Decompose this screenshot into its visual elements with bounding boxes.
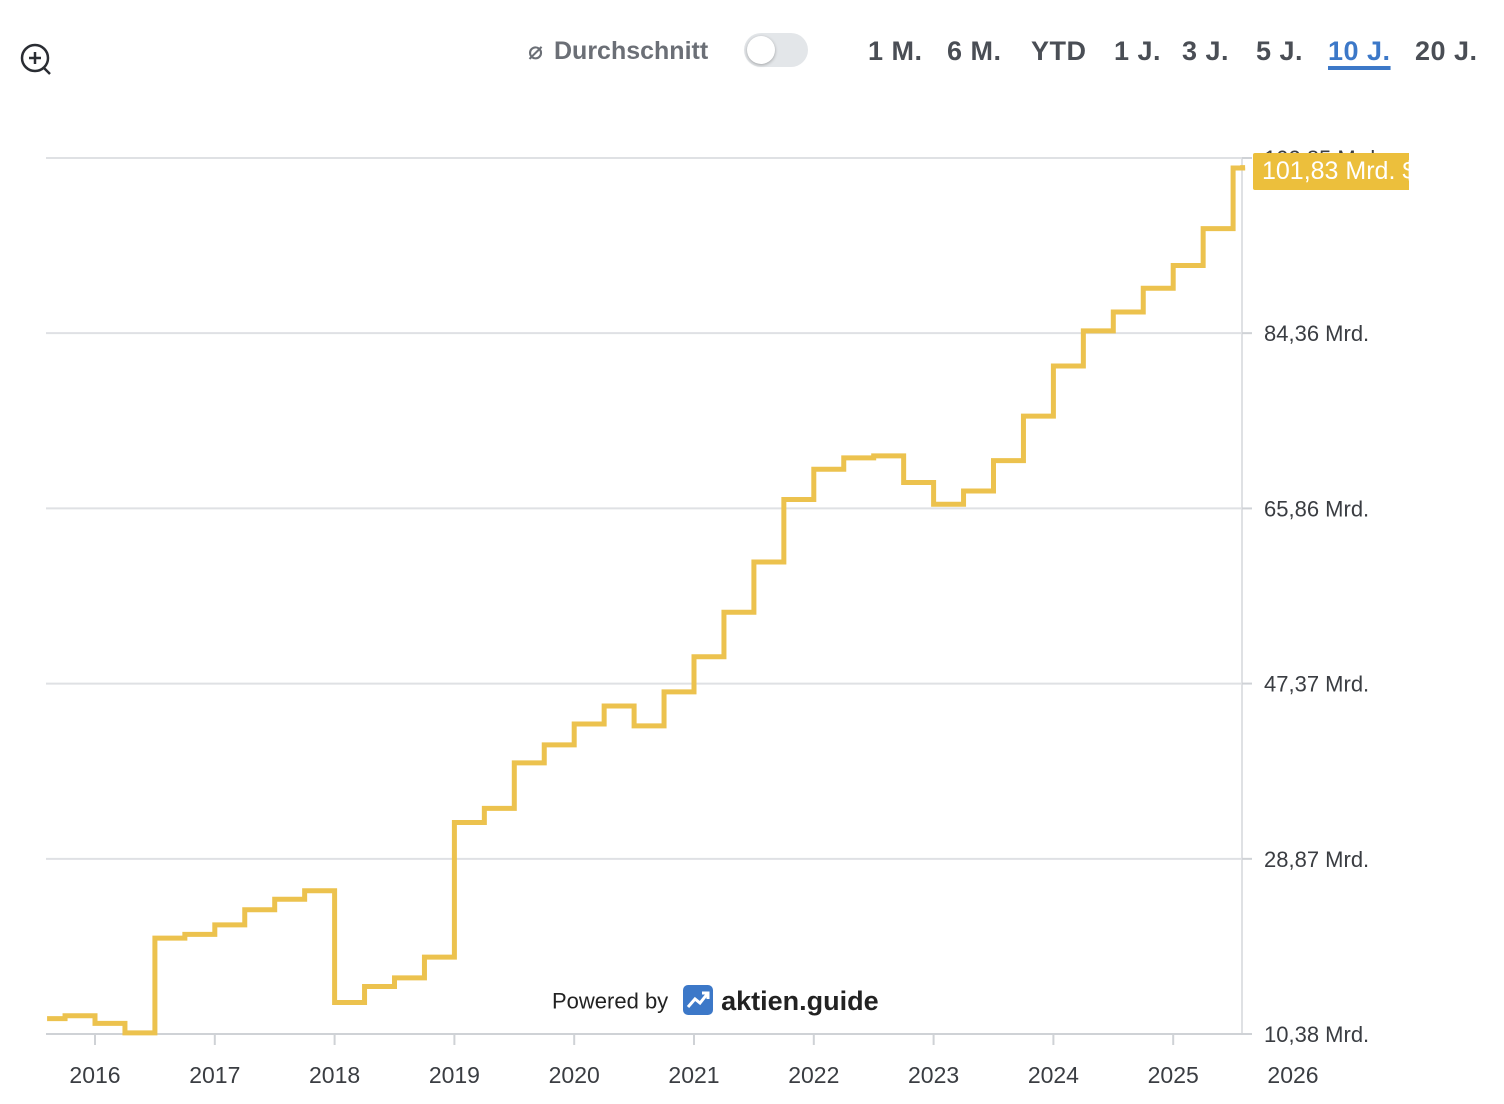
y-axis-ticks: 10,38 Mrd. 28,87 Mrd. 47,37 Mrd. 65,86 Mrd.…	[1242, 146, 1381, 1047]
x-tick-label: 2020	[549, 1062, 600, 1088]
series-line	[47, 165, 1246, 1036]
brand-name: aktien.guide	[721, 986, 879, 1016]
chart-toolbar: ⌀ Durchschnitt 1 M. 6 M. YTD 1 J. 3 J. 5 …	[528, 30, 1504, 80]
range-1m-button[interactable]: 1 M.	[868, 36, 923, 66]
x-tick-label: 2024	[1028, 1062, 1079, 1088]
y-tick-label: 84,36 Mrd.	[1264, 321, 1369, 346]
zoom-in-icon	[20, 43, 51, 75]
x-axis-ticks: 2016 2017 2018 2019 2020 2021 2022 2023 2024 2025…	[69, 1034, 1319, 1088]
x-tick-label: 2021	[668, 1062, 719, 1088]
range-3y-button[interactable]: 3 J.	[1182, 36, 1230, 66]
powered-by-text: Powered by	[552, 988, 669, 1014]
x-tick-label: 2026	[1267, 1062, 1318, 1088]
x-tick-label: 2018	[309, 1062, 360, 1088]
trend-up-icon	[682, 984, 713, 1015]
average-toggle[interactable]	[744, 33, 808, 67]
x-tick-label: 2017	[189, 1062, 240, 1088]
zoom-in-button[interactable]	[16, 40, 56, 80]
average-label: ⌀ Durchschnitt	[528, 36, 708, 66]
current-value-badge: 101,83 Mrd. $	[1253, 153, 1409, 190]
x-tick-label: 2023	[908, 1062, 959, 1088]
x-tick-label: 2025	[1148, 1062, 1199, 1088]
x-tick-label: 2016	[69, 1062, 120, 1088]
range-5y-button[interactable]: 5 J.	[1256, 36, 1304, 66]
x-tick-label: 2019	[429, 1062, 480, 1088]
range-1y-button[interactable]: 1 J.	[1114, 36, 1162, 66]
average-label-text: Durchschnitt	[554, 37, 709, 65]
current-value-label: 101,83 Mrd. $	[1262, 157, 1409, 185]
y-tick-label: 47,37 Mrd.	[1264, 672, 1369, 697]
powered-by-watermark[interactable]: Powered by aktien.guide	[552, 984, 879, 1022]
y-tick-label: 10,38 Mrd.	[1264, 1022, 1369, 1047]
toggle-knob	[747, 36, 775, 64]
range-10y-button[interactable]: 10 J.	[1328, 36, 1391, 66]
range-20y-button[interactable]: 20 J.	[1415, 36, 1478, 66]
y-tick-label: 65,86 Mrd.	[1264, 496, 1369, 521]
grid-lines	[46, 157, 1242, 860]
range-ytd-button[interactable]: YTD	[1031, 36, 1087, 66]
x-tick-label: 2022	[788, 1062, 839, 1088]
y-tick-label: 28,87 Mrd.	[1264, 847, 1369, 872]
average-icon: ⌀	[528, 37, 544, 65]
range-6m-button[interactable]: 6 M.	[947, 36, 1002, 66]
